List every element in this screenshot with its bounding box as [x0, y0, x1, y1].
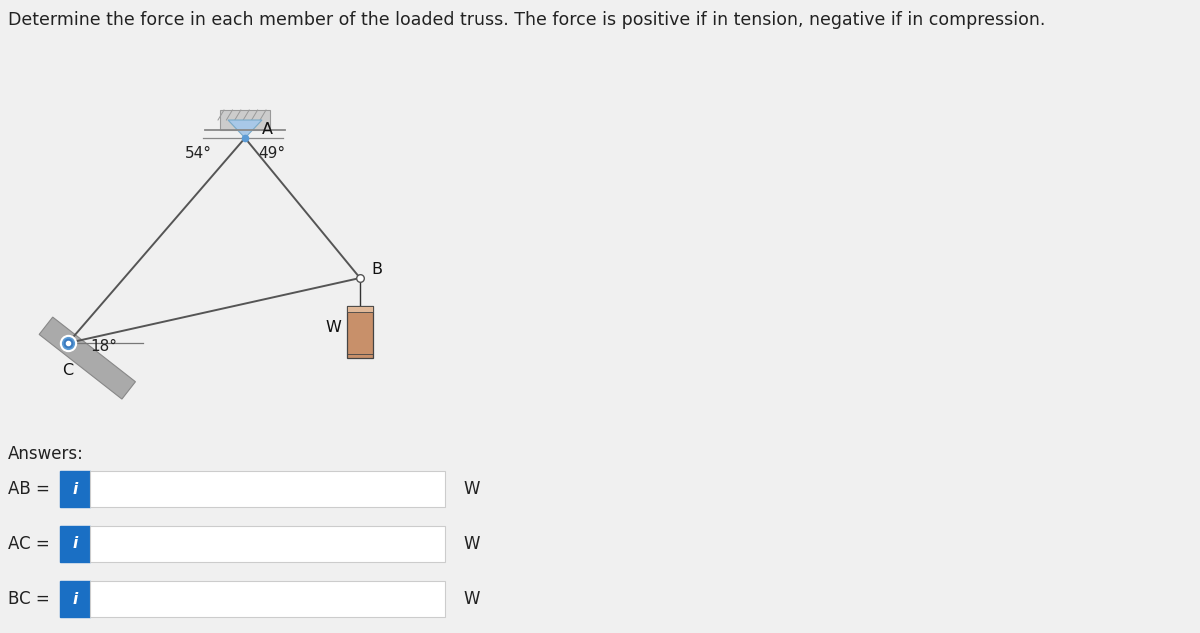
Bar	[347, 306, 373, 311]
Polygon shape	[40, 317, 136, 399]
Text: W: W	[463, 590, 480, 608]
Text: A: A	[262, 122, 274, 137]
Bar	[347, 306, 373, 358]
Text: W: W	[325, 320, 341, 335]
Text: 49°: 49°	[258, 146, 286, 161]
Bar	[60, 471, 90, 507]
Text: 54°: 54°	[185, 146, 212, 161]
Bar	[220, 110, 270, 130]
Text: C: C	[62, 363, 73, 378]
Text: Answers:: Answers:	[8, 445, 84, 463]
Text: i: i	[72, 591, 78, 606]
Bar	[90, 471, 445, 507]
Text: AC =: AC =	[8, 535, 49, 553]
Polygon shape	[228, 120, 262, 138]
Bar	[90, 526, 445, 562]
Text: AB =: AB =	[8, 480, 50, 498]
Text: i: i	[72, 537, 78, 551]
Text: B: B	[371, 262, 382, 277]
Bar	[60, 581, 90, 617]
Bar	[90, 581, 445, 617]
Bar	[60, 526, 90, 562]
Text: W: W	[463, 535, 480, 553]
Text: i: i	[72, 482, 78, 496]
Text: W: W	[463, 480, 480, 498]
Text: Determine the force in each member of the loaded truss. The force is positive if: Determine the force in each member of th…	[8, 11, 1045, 29]
Text: BC =: BC =	[8, 590, 49, 608]
Text: 18°: 18°	[90, 339, 118, 354]
